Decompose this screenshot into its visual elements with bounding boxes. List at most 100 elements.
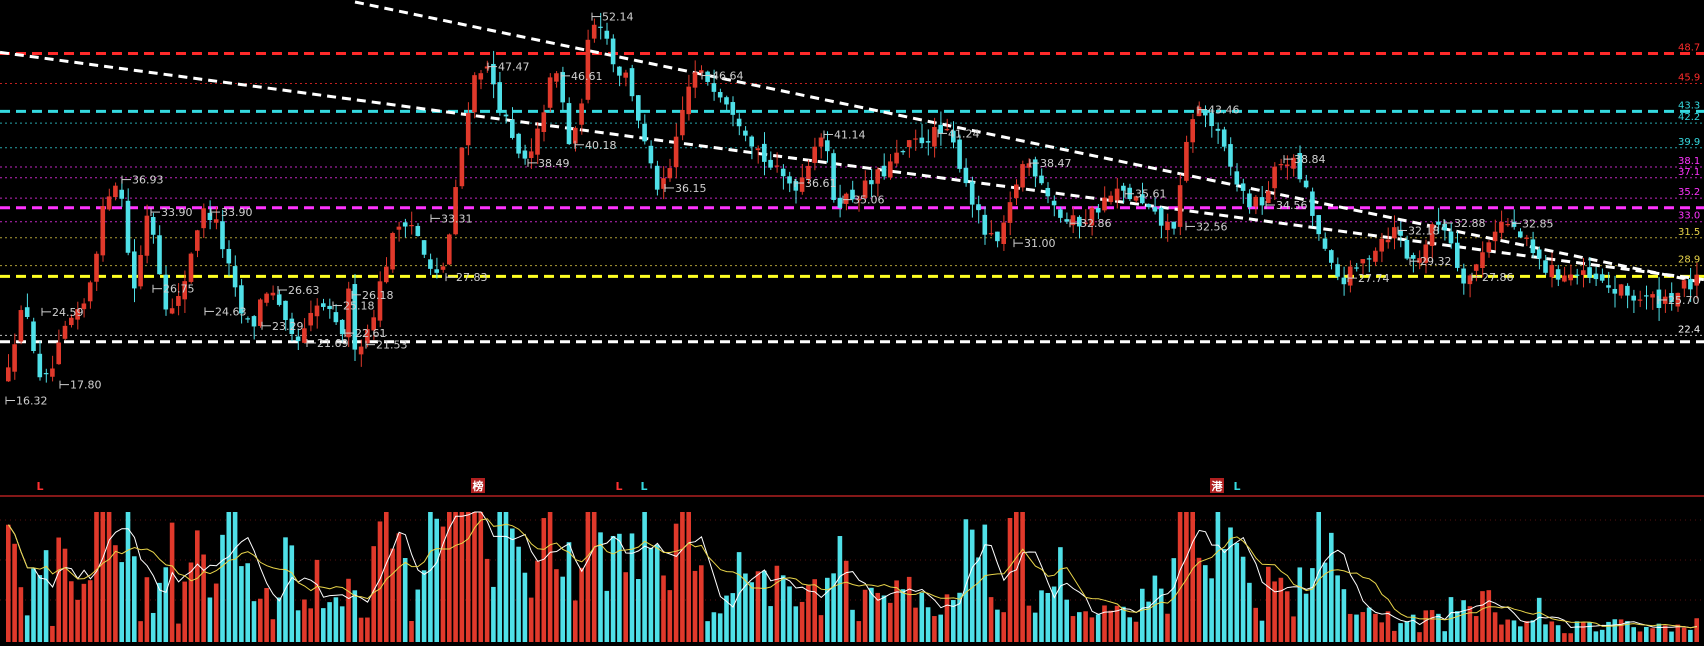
volume-bar <box>894 580 899 642</box>
candle-body <box>560 72 565 103</box>
candle-body <box>226 248 232 264</box>
candle-body <box>377 281 383 321</box>
volume-bar <box>62 548 68 642</box>
candle-body <box>667 168 673 179</box>
volume-bar <box>1650 628 1655 642</box>
candle-body <box>447 234 452 265</box>
candle-body <box>711 83 717 92</box>
candle-body <box>251 316 257 327</box>
candle-body <box>1574 274 1580 276</box>
candle-body <box>988 233 994 235</box>
candle-body <box>295 336 301 342</box>
candle-body <box>1694 274 1699 286</box>
volume-bar <box>1152 575 1158 642</box>
volume-bar <box>270 619 276 642</box>
event-marker-box <box>1210 478 1224 493</box>
candle-body <box>1032 159 1038 177</box>
annotation-label: 29.32 <box>1420 255 1452 268</box>
candle-body <box>1373 250 1378 262</box>
volume-bar <box>680 512 685 642</box>
volume-bar <box>478 512 484 642</box>
volume-bar <box>963 519 969 642</box>
candle-body <box>881 165 887 177</box>
volume-bar <box>623 572 628 642</box>
volume-bar <box>862 589 868 642</box>
candle-body <box>1102 197 1107 211</box>
candle-body <box>491 63 496 85</box>
candle-body <box>1196 106 1202 117</box>
volume-bar <box>1221 549 1227 642</box>
candle-body <box>1360 259 1366 264</box>
candle-body <box>850 189 855 200</box>
volume-bar <box>1347 613 1353 642</box>
volume-bar <box>119 562 124 642</box>
candle-body <box>207 212 213 220</box>
volume-bar <box>56 537 61 642</box>
volume-bar <box>1518 626 1523 642</box>
candle-body <box>862 180 868 198</box>
volume-bar <box>1492 612 1498 642</box>
volume-bar <box>541 518 547 642</box>
candle-body <box>944 129 950 131</box>
volume-bar <box>258 598 263 642</box>
annotation-label: 21.69 <box>317 337 349 350</box>
candle-body <box>673 136 679 168</box>
volume-bar <box>1196 557 1202 642</box>
volume-bar <box>774 565 780 642</box>
candle-body <box>1278 164 1284 166</box>
candle-body <box>1221 129 1227 147</box>
candle-body <box>1455 242 1460 268</box>
candle-body <box>453 187 458 235</box>
volume-bar <box>333 597 339 642</box>
annotation-label: 25.70 <box>1668 294 1700 307</box>
candle-body <box>1228 144 1233 167</box>
candle-body <box>1429 224 1435 247</box>
candle-body <box>1215 128 1221 131</box>
volume-bar <box>1190 512 1195 642</box>
candle-body <box>591 24 597 39</box>
volume-bar <box>932 616 937 642</box>
volume-bar <box>976 557 981 642</box>
candle-body <box>497 82 502 111</box>
candle-body <box>371 317 376 331</box>
candle-body <box>1423 244 1429 263</box>
candle-body <box>43 373 49 375</box>
volume-bar <box>717 613 723 642</box>
volume-bar <box>1530 620 1536 642</box>
candle-body <box>113 185 118 198</box>
volume-bar <box>232 512 238 642</box>
volume-bar <box>957 592 962 642</box>
volume-bar <box>535 560 540 642</box>
candle-body <box>1095 207 1101 213</box>
volume-bar <box>944 594 950 642</box>
volume-bar <box>875 592 880 642</box>
annotation-label: 24.63 <box>215 305 247 318</box>
volume-bar <box>69 581 74 642</box>
candle-body <box>1240 183 1246 191</box>
volume-bar <box>188 562 194 642</box>
candle-body <box>843 193 849 204</box>
candle-body <box>642 123 647 142</box>
volume-bar <box>1089 617 1095 642</box>
candle-body <box>831 153 836 200</box>
candle-body <box>1480 252 1485 269</box>
volume-bar <box>365 617 370 642</box>
candle-body <box>176 296 181 306</box>
volume-bar <box>1631 627 1636 642</box>
candle-body <box>75 309 80 320</box>
candle-body <box>768 159 773 168</box>
candle-body <box>799 177 805 192</box>
event-marker: L <box>1233 480 1240 493</box>
volume-bar <box>1417 632 1422 642</box>
volume-bar <box>1656 623 1662 642</box>
candle-body <box>62 325 68 339</box>
volume-bar <box>75 599 80 642</box>
candle-body <box>976 204 981 211</box>
volume-bar <box>113 545 118 642</box>
candle-body <box>195 230 200 251</box>
volume-bar <box>195 530 200 642</box>
volume-bar <box>1505 619 1510 642</box>
annotation-label: 26.18 <box>362 289 394 302</box>
candle-body <box>201 208 206 229</box>
volume-bar <box>459 512 465 642</box>
